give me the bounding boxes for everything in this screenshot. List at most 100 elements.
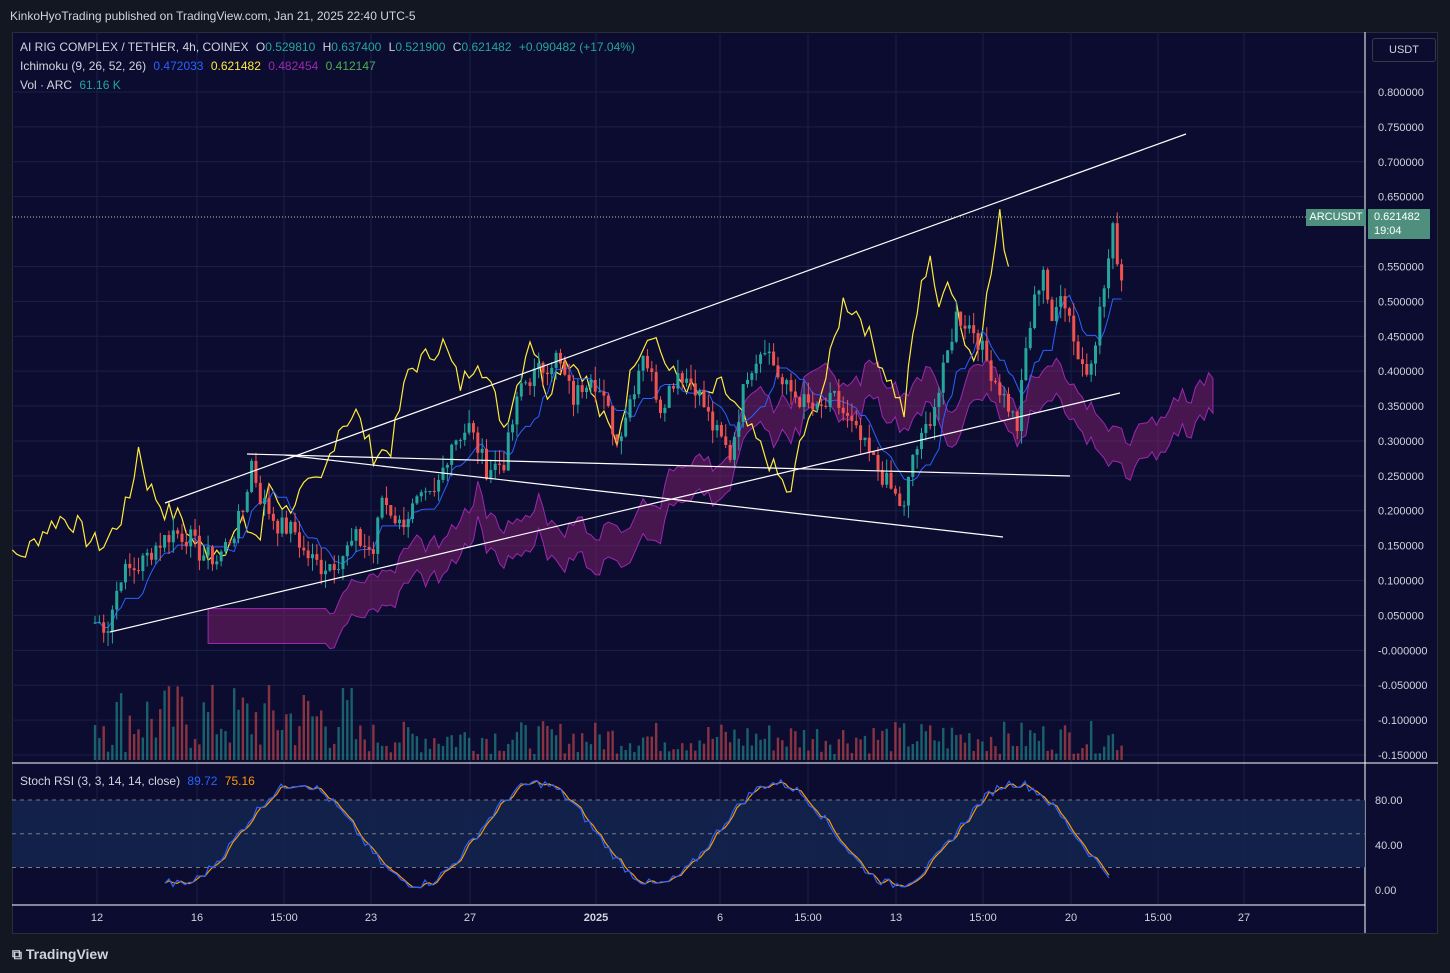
- candle-body: [972, 325, 976, 334]
- currency-button[interactable]: USDT: [1372, 38, 1436, 62]
- candle-body: [337, 569, 341, 571]
- volume-bar: [415, 736, 419, 760]
- volume-bar: [219, 728, 223, 760]
- candle-body: [176, 530, 180, 534]
- candle-body: [476, 432, 480, 453]
- volume-bar: [241, 697, 245, 760]
- volume-bar: [250, 734, 253, 760]
- volume-bar: [872, 728, 875, 760]
- volume-bar: [650, 736, 653, 760]
- candle-body: [976, 333, 980, 350]
- candle-body: [237, 511, 241, 539]
- volume-bar: [1116, 750, 1119, 760]
- y-tick-label: 0.450000: [1378, 331, 1424, 343]
- candle-body: [306, 550, 310, 559]
- candle-body: [128, 563, 132, 569]
- legend-c: 0.621482: [461, 40, 512, 54]
- candle-body: [1098, 306, 1102, 346]
- candle-body: [202, 555, 206, 561]
- candle-body: [1094, 345, 1097, 364]
- volume-bar: [528, 748, 532, 760]
- candle-body: [1037, 290, 1041, 295]
- volume-bar: [828, 744, 832, 760]
- stoch-k: 89.72: [187, 774, 218, 788]
- x-tick-label: 15:00: [794, 912, 822, 924]
- x-tick-label: 20: [1065, 912, 1077, 924]
- volume-bar: [759, 739, 762, 760]
- vol-label[interactable]: Vol · ARC: [20, 78, 73, 92]
- volume-bar: [376, 742, 379, 760]
- volume-bar: [354, 739, 358, 760]
- tradingview-logo[interactable]: ⧉ TradingView: [12, 946, 108, 963]
- candle-body: [154, 545, 158, 560]
- volume-bar: [611, 730, 614, 760]
- volume-bar: [811, 739, 814, 760]
- volume-bar: [372, 724, 375, 760]
- legend-change: +0.090482 (+17.04%): [518, 40, 635, 54]
- ichimoku-label[interactable]: Ichimoku (9, 26, 52, 26): [20, 59, 147, 73]
- candle-body: [732, 436, 736, 460]
- volume-bar: [93, 725, 97, 760]
- candle-body: [815, 404, 819, 410]
- volume-bar: [224, 731, 227, 760]
- y-tick-label: -0.000000: [1378, 645, 1428, 657]
- y-tick-label: -0.100000: [1378, 715, 1428, 727]
- candle-body: [145, 552, 149, 556]
- volume-bar: [846, 743, 849, 760]
- volume-bar: [955, 735, 958, 760]
- volume-bar: [694, 750, 697, 760]
- legend-h: 0.637400: [331, 40, 382, 54]
- candle-body: [432, 490, 436, 492]
- volume-bar: [254, 712, 258, 760]
- volume-bar: [559, 723, 562, 760]
- volume-bar: [1081, 747, 1084, 760]
- volume-bar: [206, 711, 210, 760]
- volume-bar: [628, 743, 632, 760]
- volume-bar: [755, 733, 758, 760]
- candle-body: [437, 479, 441, 492]
- candle-body: [676, 373, 680, 389]
- candle-body: [706, 407, 710, 412]
- candle-body: [576, 385, 580, 405]
- candle-body: [406, 519, 410, 528]
- volume-bar: [859, 739, 862, 760]
- volume-bar: [359, 725, 362, 760]
- candle-body: [280, 517, 284, 534]
- candle-body: [354, 529, 358, 541]
- legend-symbol[interactable]: AI RIG COMPLEX / TETHER, 4h, COINEX: [20, 40, 249, 54]
- volume-bar: [842, 730, 845, 760]
- candle-body: [728, 445, 732, 460]
- volume-bar: [172, 726, 175, 760]
- volume-bar: [124, 751, 127, 760]
- volume-bar: [654, 722, 658, 760]
- volume-bar: [933, 740, 936, 760]
- candle-body: [759, 354, 763, 364]
- candle-body: [402, 519, 406, 528]
- y-tick-label: 0.400000: [1378, 366, 1424, 378]
- volume-bar: [815, 729, 819, 760]
- volume-bar: [885, 728, 888, 760]
- stoch-label[interactable]: Stoch RSI (3, 3, 14, 14, close): [20, 774, 181, 788]
- candle-body: [606, 395, 610, 406]
- candle-body: [458, 439, 462, 441]
- volume-bar: [1111, 733, 1115, 760]
- volume-bar: [863, 735, 867, 760]
- volume-bar: [711, 738, 714, 760]
- candle-body: [398, 519, 401, 524]
- ichimoku-v3: 0.482454: [268, 59, 319, 73]
- x-tick-label: 12: [91, 912, 103, 924]
- candle-body: [1050, 299, 1054, 322]
- volume-bar: [794, 731, 797, 760]
- candle-body: [628, 399, 632, 418]
- candle-body: [906, 476, 910, 506]
- candle-body: [1120, 264, 1124, 281]
- candle-body: [119, 582, 123, 591]
- x-tick-label: 27: [464, 912, 476, 924]
- candle-body: [210, 546, 214, 565]
- volume-bar: [480, 737, 484, 760]
- candle-body: [811, 402, 815, 410]
- candle-body: [563, 363, 567, 375]
- volume-bar: [407, 727, 410, 760]
- volume-bar: [237, 709, 240, 760]
